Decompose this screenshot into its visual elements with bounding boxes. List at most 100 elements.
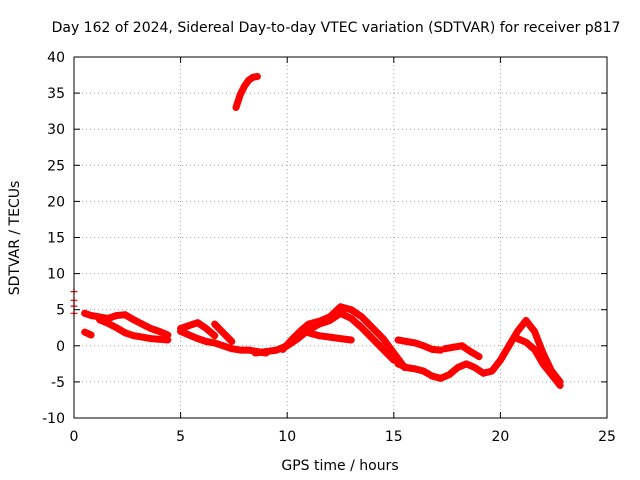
- data-point: [513, 327, 521, 335]
- data-point: [428, 345, 436, 353]
- data-point: [219, 329, 227, 337]
- data-point: [87, 331, 95, 339]
- data-point: [81, 328, 89, 336]
- data-point: [155, 327, 163, 335]
- data-point: [337, 303, 344, 311]
- data-point: [251, 349, 259, 357]
- series-trace: [394, 317, 564, 386]
- data-point: [245, 76, 253, 84]
- data-series: [70, 72, 564, 390]
- data-point: [488, 367, 496, 375]
- data-point: [379, 345, 387, 353]
- data-point: [358, 324, 366, 332]
- data-point: [479, 369, 487, 377]
- data-point: [403, 337, 411, 345]
- data-point: [347, 336, 355, 344]
- data-point: [164, 336, 172, 344]
- y-tick-label: 5: [56, 303, 65, 319]
- series-arc-high: [232, 72, 261, 112]
- data-point: [185, 331, 193, 339]
- data-point: [147, 324, 155, 332]
- data-point: [513, 335, 521, 343]
- y-tick-label: 25: [47, 158, 65, 174]
- y-tick-label: 35: [47, 86, 65, 102]
- series-arc-afternoon-3: [441, 342, 483, 361]
- y-tick-label: 0: [56, 339, 65, 355]
- axis-ticks: 0 5 10 15 20 25 -10 -5 0 5 10 15 20 25 30 35 40: [42, 50, 616, 445]
- data-point: [496, 356, 504, 364]
- data-point: [522, 338, 530, 346]
- data-point: [437, 374, 445, 382]
- data-point: [249, 73, 257, 81]
- data-point: [81, 309, 89, 317]
- data-point: [211, 332, 219, 340]
- data-point: [236, 91, 244, 99]
- data-point: [420, 367, 428, 375]
- data-point: [202, 324, 210, 332]
- data-point: [347, 306, 355, 314]
- data-point: [358, 313, 366, 321]
- x-tick-label: 20: [491, 429, 509, 445]
- data-point: [522, 317, 530, 325]
- y-tick-label: -5: [51, 375, 65, 391]
- data-point: [241, 82, 249, 90]
- data-point: [548, 371, 556, 379]
- data-point: [315, 332, 323, 340]
- chart-title: Day 162 of 2024, Sidereal Day-to-day VTE…: [52, 20, 621, 36]
- data-point: [347, 314, 355, 322]
- data-point: [428, 372, 436, 380]
- data-point: [262, 348, 270, 356]
- data-point: [445, 371, 453, 379]
- y-axis-label: SDTVAR / TECUs: [7, 181, 23, 296]
- x-tick-label: 5: [176, 429, 185, 445]
- data-point: [211, 339, 219, 347]
- data-point: [253, 72, 261, 80]
- data-point: [531, 345, 539, 353]
- data-point: [458, 342, 466, 350]
- data-point: [185, 322, 193, 330]
- data-point: [138, 333, 146, 341]
- data-point: [121, 311, 129, 319]
- x-tick-label: 25: [598, 429, 616, 445]
- data-point: [368, 335, 376, 343]
- plot-frame: [73, 56, 608, 419]
- data-point: [273, 346, 281, 354]
- data-point: [403, 363, 411, 371]
- data-point: [296, 327, 304, 335]
- data-point: [441, 345, 449, 353]
- data-point: [104, 319, 112, 327]
- x-tick-label: 0: [70, 429, 79, 445]
- y-tick-label: 20: [47, 194, 65, 210]
- data-point: [326, 313, 334, 321]
- data-point: [368, 324, 376, 332]
- data-point: [113, 311, 121, 319]
- data-point: [315, 317, 323, 325]
- data-point: [394, 360, 402, 368]
- data-point: [219, 342, 227, 350]
- y-tick-label: 15: [47, 231, 65, 247]
- data-point: [287, 336, 295, 344]
- data-point: [177, 324, 185, 332]
- data-point: [326, 333, 334, 341]
- data-point: [420, 342, 428, 350]
- data-point: [228, 345, 236, 353]
- data-point: [305, 320, 313, 328]
- data-point: [531, 327, 539, 335]
- data-point: [379, 335, 387, 343]
- series-arc-morning-2: [177, 319, 219, 340]
- data-point: [411, 365, 419, 373]
- data-point: [147, 335, 155, 343]
- x-axis-label: GPS time / hours: [281, 458, 398, 474]
- data-point: [130, 332, 138, 340]
- series-arc-early-2: [96, 316, 172, 344]
- data-point: [475, 353, 483, 361]
- series-arc-afternoon-4: [513, 335, 564, 390]
- series-arc-morning-3: [211, 320, 236, 345]
- y-tick-label: 40: [47, 50, 65, 66]
- data-point: [87, 311, 95, 319]
- data-point: [411, 339, 419, 347]
- data-point: [337, 335, 344, 343]
- data-point: [236, 346, 244, 354]
- series-arc-midday-2: [279, 303, 408, 371]
- data-point: [232, 104, 240, 112]
